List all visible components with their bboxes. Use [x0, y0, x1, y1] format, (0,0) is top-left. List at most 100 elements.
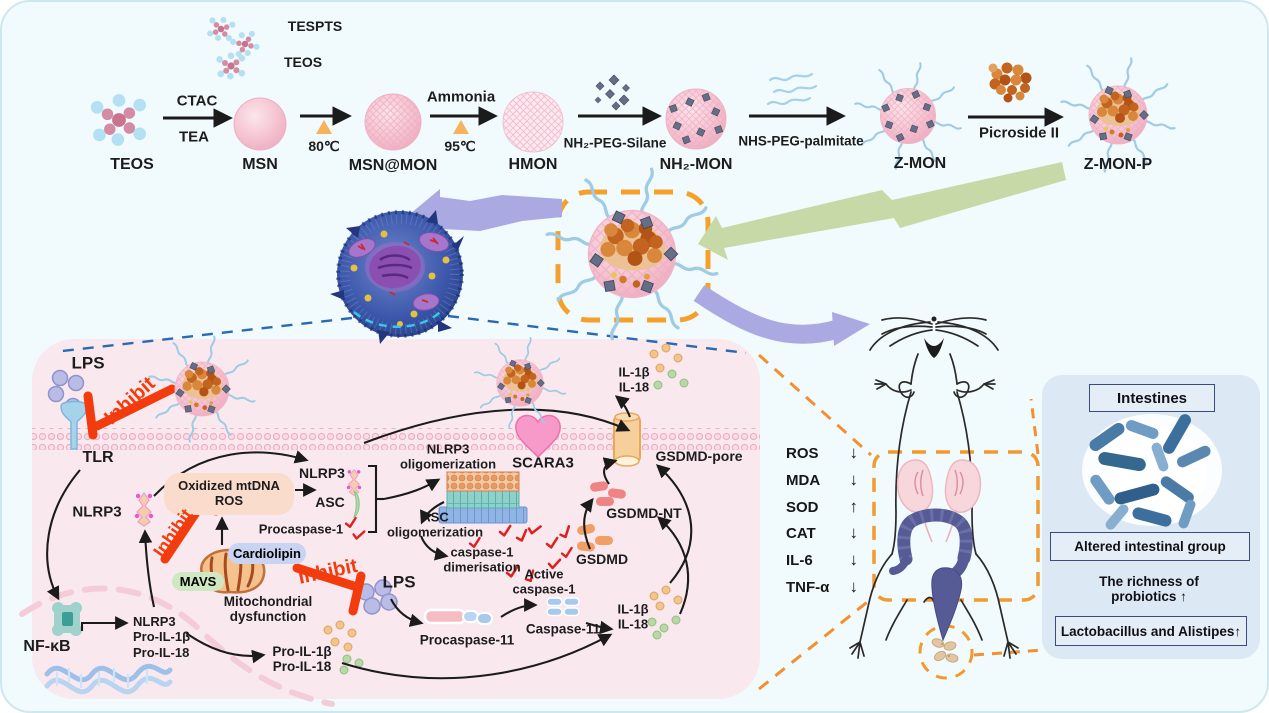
procaspase1-label: Procaspase-1: [258, 521, 344, 537]
picroside-label: Picroside II: [978, 124, 1060, 142]
z-mon-p-label: Z-MON-P: [1083, 156, 1153, 174]
feces-icon: [931, 638, 959, 663]
marker-row: ROS ↓: [786, 443, 858, 463]
pro-il-label: Pro-IL-1β Pro-IL-18: [272, 643, 332, 674]
teos-top-label: TEOS: [283, 54, 323, 71]
mouse-kidneys: [896, 459, 982, 543]
nlrp3-left-label: NLRP3: [72, 503, 122, 521]
marker-name: ROS: [786, 444, 819, 462]
z-mon-sphere-icon: [855, 63, 961, 169]
temp-95-label: 95℃: [444, 138, 476, 155]
mitochondrial-dysfunction-label: Mitochondrial dysfunction: [223, 593, 313, 624]
tea-label: TEA: [179, 128, 209, 146]
gsdmd-pore-label: GSDMD-pore: [655, 448, 743, 465]
msn-mon-label: MSN@MON: [348, 157, 438, 175]
z-mon-label: Z-MON: [893, 155, 947, 173]
intestines-title: Intestines: [1116, 389, 1188, 407]
mouse-intestines: [889, 508, 973, 642]
asc-label: ASC: [315, 494, 345, 511]
tlr-receptor-icon: [60, 400, 88, 450]
picroside-cluster-icon: [988, 62, 1032, 103]
arrow-from-synthesis: [698, 162, 1066, 260]
pathway-arrows: [46, 395, 693, 680]
lps-bottom-label: LPS: [382, 572, 416, 592]
ctac-label: CTAC: [176, 92, 218, 110]
teos-molecule-icon: [216, 52, 246, 80]
oxidized-mtdna-label: Oxidized mtDNA ROS: [178, 478, 280, 508]
bacteria-image: [1082, 414, 1222, 530]
lactobacillus-box: Lactobacillus and Alistipes↑: [1055, 616, 1247, 646]
marker-row: IL-6 ↓: [786, 550, 858, 570]
marker-row: TNF-α ↓: [786, 577, 858, 597]
gsdmd-label: GSDMD: [575, 551, 629, 568]
gsdmd-icon: [576, 524, 613, 552]
teos-label: TEOS: [110, 156, 154, 174]
msn-mon-sphere-icon: [364, 93, 422, 151]
mavs-pill: MAVS: [172, 572, 224, 591]
heat-icon: [316, 120, 332, 134]
arrow-to-mouse: [693, 285, 870, 346]
ammonia-label: Ammonia: [426, 88, 496, 106]
down-arrow-icon: ↓: [849, 470, 859, 489]
temp-80-label: 80℃: [308, 138, 340, 155]
marker-row: CAT ↓: [786, 523, 858, 543]
marker-name: MDA: [786, 471, 821, 489]
down-arrow-icon: ↓: [849, 577, 859, 596]
dna-icon: [44, 663, 173, 695]
caspase11-icon: [546, 597, 580, 617]
active-caspase1-label: Active caspase-1: [512, 566, 576, 596]
cardiolipin-label: Cardiolipin: [233, 546, 301, 561]
caspase11-label: Caspase-11: [525, 621, 601, 637]
peg-silane-label: NH₂-PEG-Silane: [563, 135, 667, 151]
macrophage-cell: [330, 210, 464, 344]
mouse-figure: [849, 316, 1019, 659]
lactobacillus-label: Lactobacillus and Alistipes↑: [1060, 623, 1242, 639]
hmon-sphere-icon: [502, 91, 564, 153]
caspase1-dimerisation-label: caspase-1 dimerisation: [443, 544, 521, 574]
cardiolipin-pill: Cardiolipin: [228, 543, 306, 564]
marker-name: SOD: [786, 498, 819, 516]
richness-label: The richness of probiotics ↑: [1099, 573, 1199, 604]
nfkb-protein-icon: [52, 602, 82, 636]
nucleus-products-label: NLRP3 Pro-IL-1β Pro-IL-18: [133, 614, 191, 660]
peg-chains-icon: [766, 72, 818, 106]
altered-intestinal-box: Altered intestinal group: [1050, 532, 1250, 561]
gsdmd-nt-label: GSDMD-NT: [606, 505, 682, 522]
altered-intestinal-label: Altered intestinal group: [1074, 539, 1226, 554]
nh2-mon-sphere-icon: [665, 88, 727, 150]
msn-sphere-icon: [233, 97, 287, 151]
nlrp3-mid-label: NLRP3: [299, 465, 345, 482]
asc-oligomerization-label: ASC oligomerization: [386, 509, 484, 539]
nlrp3-oligomerization-label: NLRP3 oligomerization: [399, 441, 497, 471]
gsdmd-nt-icon: [590, 481, 626, 506]
marker-row: MDA ↓: [786, 470, 858, 490]
silane-flecks-icon: [595, 75, 630, 110]
heat-icon: [453, 120, 469, 134]
il-right-label: IL-1β IL-18: [617, 601, 649, 631]
nanoparticle-highlight-box: [555, 189, 711, 323]
msn-label: MSN: [242, 156, 278, 174]
up-arrow-icon: ↑: [849, 497, 859, 516]
procaspase11-icon: [423, 608, 493, 625]
mavs-label: MAVS: [179, 574, 217, 589]
lps-bottom-icon: [357, 579, 398, 615]
scara3-label: SCARA3: [512, 454, 574, 472]
asc-protein-icon: [353, 489, 360, 519]
gsdmd-pore-icon: [613, 412, 641, 467]
cytokine-dots: [323, 343, 689, 675]
tespts-label: TESPTS: [287, 18, 343, 35]
marker-row: SOD ↑: [786, 497, 858, 517]
down-arrow-icon: ↓: [849, 443, 859, 462]
hmon-label: HMON: [508, 156, 558, 174]
intestines-title-box: Intestines: [1089, 384, 1215, 412]
scara3-receptor-icon: [515, 414, 561, 459]
marker-name: CAT: [786, 524, 816, 542]
marker-name: TNF-α: [786, 578, 830, 596]
lps-top-label: LPS: [71, 353, 105, 373]
arrow-to-cell: [410, 189, 562, 238]
zoom-connectors: [53, 314, 1044, 691]
procaspase11-label: Procaspase-11: [419, 632, 515, 648]
nh2-mon-label: NH₂-MON: [659, 156, 733, 174]
